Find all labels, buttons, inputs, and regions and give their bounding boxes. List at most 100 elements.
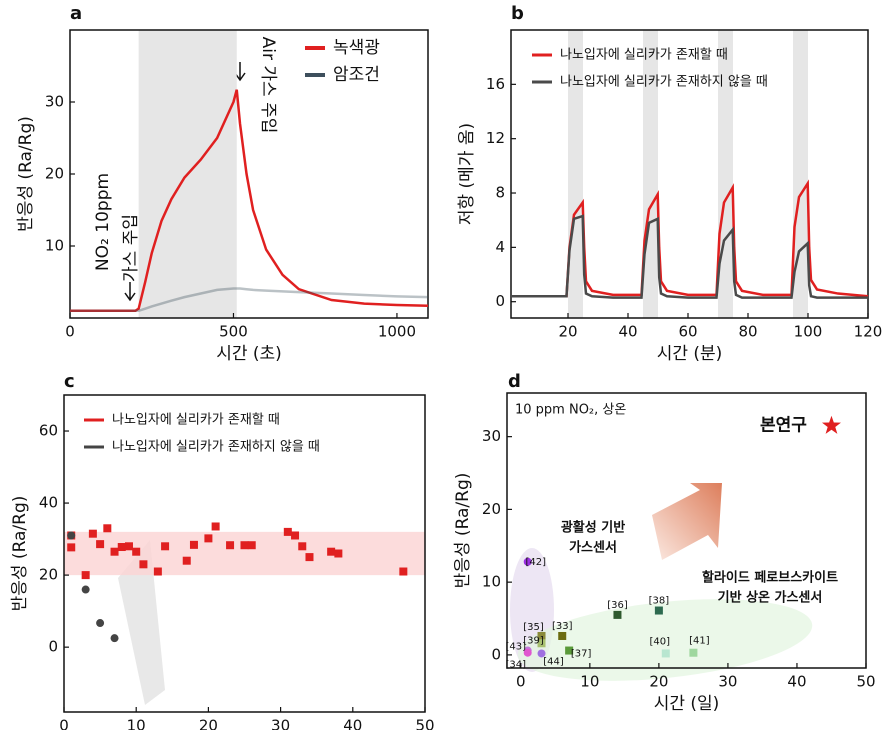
x-tick-label: 120 — [854, 323, 883, 341]
x-tick-label: 80 — [738, 323, 757, 341]
series-line — [511, 184, 868, 297]
point — [111, 634, 119, 642]
point — [241, 541, 249, 549]
annotation: Air 가스 주입 — [258, 37, 278, 134]
point — [613, 611, 621, 619]
x-tick-label: 20 — [199, 717, 218, 730]
point — [558, 632, 566, 640]
x-tick-label: 30 — [271, 717, 290, 730]
point — [248, 541, 256, 549]
x-tick-label: 10 — [127, 717, 146, 730]
point — [655, 607, 663, 615]
point — [139, 560, 147, 568]
shaded-span — [568, 30, 583, 318]
panel-label: b — [511, 3, 524, 24]
annotation: 가스센서 — [569, 540, 617, 556]
point — [96, 619, 104, 627]
point — [67, 531, 75, 539]
axes-frame — [511, 30, 868, 318]
annotation: 기반 상온 가스센서 — [718, 590, 823, 606]
y-tick-label: 12 — [486, 129, 505, 147]
point — [822, 416, 841, 434]
point — [689, 649, 697, 657]
point-label: [43] — [505, 642, 526, 653]
point-label: [33] — [552, 621, 573, 632]
x-tick-label: 500 — [219, 323, 248, 341]
legend-label: 암조건 — [333, 65, 380, 85]
y-tick-label: 10 — [482, 573, 501, 591]
x-axis-label: 시간 (초) — [216, 344, 282, 364]
x-axis-label: 시간 (분) — [657, 344, 723, 364]
y-tick-label: 30 — [482, 427, 501, 445]
x-tick-label: 100 — [794, 323, 823, 341]
y-tick-label: 20 — [482, 500, 501, 518]
x-tick-label: 20 — [558, 323, 577, 341]
y-axis-label: 반응성 (Ra/Rg) — [16, 116, 36, 232]
point-label: 본연구 — [760, 416, 807, 436]
point — [662, 649, 670, 657]
legend-label: 나노입자에 실리카가 존재하지 않을 때 — [112, 440, 320, 455]
point — [334, 550, 342, 558]
annotation: 10 ppm NO₂, 상온 — [515, 403, 626, 418]
y-axis-label: 저항 (메가 옴) — [457, 123, 477, 225]
x-tick-label: 40 — [343, 717, 362, 730]
point — [132, 548, 140, 556]
point — [305, 553, 313, 561]
point — [67, 543, 75, 551]
y-tick-label: 8 — [495, 184, 505, 202]
x-tick-label: 0 — [516, 673, 526, 691]
legend-label: 나노입자에 실리카가 존재할 때 — [112, 413, 280, 428]
x-tick-label: 60 — [678, 323, 697, 341]
y-tick-label: 16 — [486, 75, 505, 93]
point-label: [40] — [650, 636, 671, 647]
point-label: [34] — [505, 660, 526, 671]
point — [82, 586, 90, 594]
annotation: NO₂ 10ppm — [93, 173, 113, 271]
point — [96, 540, 104, 548]
panel: c010203040500204060시간 (일)반응성 (Ra/Rg)나노입자… — [10, 371, 435, 730]
panel-label: c — [64, 371, 75, 392]
point-label: [38] — [649, 596, 670, 607]
y-tick-label: 30 — [45, 93, 64, 111]
y-tick-label: 40 — [39, 494, 58, 512]
y-tick-label: 0 — [495, 292, 505, 310]
point — [103, 524, 111, 532]
point — [327, 548, 335, 556]
point — [298, 542, 306, 550]
point — [524, 649, 532, 657]
legend-label: 나노입자에 실리카가 존재하지 않을 때 — [560, 75, 768, 90]
y-tick-label: 0 — [48, 638, 58, 656]
point — [284, 528, 292, 536]
point-label: [42] — [525, 557, 546, 568]
x-tick-label: 40 — [618, 323, 637, 341]
point — [183, 557, 191, 565]
point — [399, 568, 407, 576]
x-tick-label: 50 — [415, 717, 434, 730]
point-label: [44] — [543, 656, 564, 667]
point — [111, 548, 119, 556]
x-tick-label: 10 — [580, 673, 599, 691]
x-tick-label: 0 — [65, 323, 75, 341]
trend-arrow — [652, 483, 722, 560]
x-tick-label: 40 — [787, 673, 806, 691]
point — [161, 542, 169, 550]
panel-label: a — [70, 3, 82, 24]
x-tick-label: 50 — [856, 673, 875, 691]
x-tick-label: 30 — [718, 673, 737, 691]
point — [89, 530, 97, 538]
y-axis-label: 반응성 (Ra/Rg) — [453, 473, 473, 589]
point — [82, 571, 90, 579]
annotation: 광활성 기반 — [561, 520, 625, 536]
point-label: [41] — [689, 636, 710, 647]
point — [204, 534, 212, 542]
y-tick-label: 60 — [39, 422, 58, 440]
x-tick-label: 20 — [649, 673, 668, 691]
series-line — [70, 288, 428, 310]
point — [226, 541, 234, 549]
point — [291, 531, 299, 539]
annotation: 할라이드 페로브스카이트 — [702, 570, 838, 586]
x-tick-label: 0 — [59, 717, 69, 730]
y-tick-label: 0 — [491, 645, 501, 663]
